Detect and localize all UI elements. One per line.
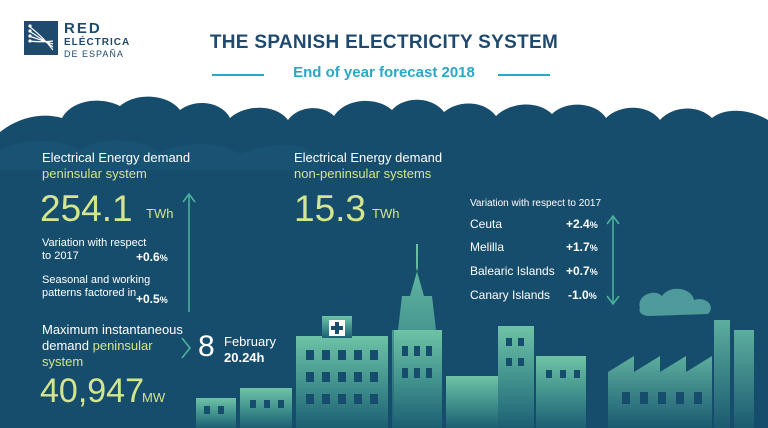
seasonal-label-2: patterns factored in — [42, 287, 137, 299]
subtitle-rule-left — [212, 74, 264, 76]
max-label-2: demand peninsular — [42, 338, 153, 353]
seasonal-label-1: Seasonal and working — [42, 274, 151, 286]
brand-line-3: DE ESPAÑA — [64, 49, 124, 59]
page-subtitle: End of year forecast 2018 — [293, 64, 475, 81]
up-down-arrow-icon — [606, 214, 620, 306]
peninsular-variation-value: +0.6% — [136, 250, 168, 264]
peninsular-unit: TWh — [146, 206, 174, 221]
peninsular-label-2: peninsular system — [42, 166, 147, 181]
peninsular-variation-label-2: to 2017 — [42, 250, 79, 262]
cloud-panel — [0, 96, 768, 428]
nonpen-row-ceuta-value: +2.4% — [566, 217, 598, 231]
nonpen-row-ceuta-label: Ceuta — [470, 217, 503, 231]
cloud-highlight — [0, 140, 320, 170]
nonpen-unit: TWh — [372, 206, 400, 221]
page-title: THE SPANISH ELECTRICITY SYSTEM — [209, 32, 559, 53]
nonpen-row-balearic-label: Balearic Islands — [470, 264, 555, 278]
subtitle-rule-right — [498, 74, 550, 76]
smoke-cloud — [639, 288, 711, 316]
nonpen-label-2: non-peninsular systems — [294, 166, 432, 181]
nonpen-label-1: Electrical Energy demand — [294, 150, 443, 165]
cross-sign-icon — [329, 320, 345, 336]
peninsular-label-1: Electrical Energy demand — [42, 150, 191, 165]
brand-line-1: RED — [64, 20, 102, 37]
nonpen-value: 15.3 — [294, 188, 367, 229]
logo-mark-icon — [24, 21, 58, 55]
max-month: February — [224, 334, 277, 349]
nonpen-row-canary-label: Canary Islands — [470, 288, 551, 302]
max-value: 40,947 — [40, 372, 144, 410]
nonpen-row-melilla-label: Melilla — [470, 240, 505, 254]
peninsular-value: 254.1 — [40, 188, 133, 229]
up-arrow-icon — [182, 192, 196, 312]
windows — [204, 338, 702, 414]
peninsular-variation-label-1: Variation with respect — [42, 237, 147, 249]
nonpen-variation-heading: Variation with respect to 2017 — [470, 198, 602, 209]
max-label-3: system — [42, 354, 84, 369]
nonpen-row-balearic-value: +0.7% — [566, 264, 598, 278]
nonpen-row-canary-value: -1.0% — [568, 288, 597, 302]
chevron-right-icon — [181, 337, 191, 359]
brand-line-2: ELÉCTRICA — [64, 37, 131, 48]
max-time: 20.24h — [224, 350, 265, 365]
nonpen-row-melilla-value: +1.7% — [566, 240, 598, 254]
seasonal-value: +0.5% — [136, 292, 168, 306]
max-unit: MW — [142, 390, 166, 405]
max-label-1: Maximum instantaneous — [42, 322, 183, 337]
max-day: 8 — [198, 330, 215, 363]
